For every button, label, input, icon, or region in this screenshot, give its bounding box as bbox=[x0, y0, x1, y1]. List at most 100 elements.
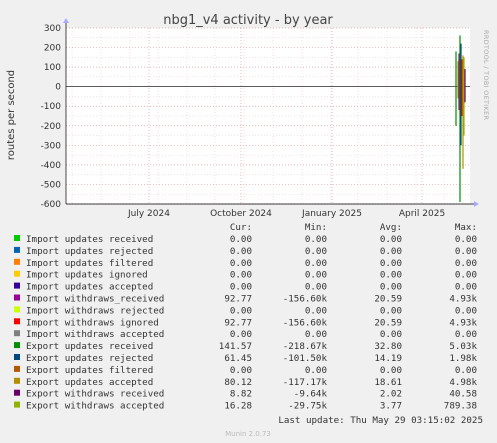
legend-value: 0.00 bbox=[305, 305, 327, 316]
legend-value: 0.00 bbox=[380, 246, 402, 257]
legend-value: 0.00 bbox=[230, 365, 252, 376]
legend-series-name: Import updates ignored bbox=[26, 270, 148, 281]
legend-swatch bbox=[14, 330, 20, 337]
legend-value: 0.00 bbox=[305, 329, 327, 340]
rrdtool-credit: RRDTOOL / TOBI OETIKER bbox=[482, 30, 490, 120]
chart-title: nbg1_v4 activity - by year bbox=[163, 13, 333, 28]
y-tick-label: 200 bbox=[44, 44, 61, 54]
legend-swatch bbox=[14, 294, 20, 301]
legend-value: 8.82 bbox=[230, 389, 252, 400]
legend-swatch bbox=[14, 282, 20, 289]
legend-series-name: Import withdraws accepted bbox=[26, 329, 164, 340]
legend-series-name: Import withdraws ignored bbox=[26, 317, 159, 328]
legend-value: 0.00 bbox=[230, 305, 252, 316]
legend-swatch bbox=[14, 270, 20, 277]
legend-value: 20.59 bbox=[374, 317, 402, 328]
x-tick-label: October 2024 bbox=[210, 209, 272, 219]
legend-column-header: Cur: bbox=[230, 222, 252, 233]
legend-column-header: Min: bbox=[305, 222, 327, 233]
legend-value: 20.59 bbox=[374, 294, 402, 305]
legend-swatch bbox=[14, 354, 20, 360]
legend-value: 2.02 bbox=[380, 389, 402, 400]
last-update: Last update: Thu May 29 03:15:02 2025 bbox=[278, 415, 483, 426]
x-tick-label: April 2025 bbox=[399, 209, 445, 219]
legend-value: 0.00 bbox=[455, 282, 477, 293]
y-tick-label: -500 bbox=[41, 180, 62, 190]
legend-swatch bbox=[14, 342, 20, 349]
y-tick-label: -200 bbox=[41, 122, 62, 132]
legend-value: 0.00 bbox=[305, 246, 327, 257]
legend-value: 14.19 bbox=[374, 353, 402, 364]
legend-value: 0.00 bbox=[230, 258, 252, 269]
legend-series-name: Import updates filtered bbox=[26, 258, 153, 269]
legend-series-name: Export updates rejected bbox=[26, 353, 153, 364]
legend-value: 0.00 bbox=[230, 234, 252, 245]
legend-series-name: Export withdraws accepted bbox=[26, 401, 164, 412]
legend-value: 32.80 bbox=[374, 341, 402, 352]
legend-value: 0.00 bbox=[380, 365, 402, 376]
legend-value: 18.61 bbox=[374, 377, 402, 388]
legend-swatch bbox=[14, 318, 20, 325]
legend-value: 80.12 bbox=[224, 377, 252, 388]
legend-value: -117.17k bbox=[283, 377, 328, 388]
legend-value: -101.50k bbox=[283, 353, 328, 364]
legend-value: 0.00 bbox=[455, 234, 477, 245]
legend-value: 0.00 bbox=[380, 305, 402, 316]
legend-swatch bbox=[14, 306, 20, 313]
legend-value: 0.00 bbox=[380, 234, 402, 245]
legend-value: 16.28 bbox=[224, 401, 252, 412]
legend-value: 0.00 bbox=[305, 365, 327, 376]
legend-value: 0.00 bbox=[380, 270, 402, 281]
legend-value: -9.64k bbox=[294, 389, 328, 400]
x-tick-label: July 2024 bbox=[127, 209, 170, 219]
legend-value: 0.00 bbox=[380, 282, 402, 293]
legend-value: -218.67k bbox=[283, 341, 328, 352]
legend-swatch bbox=[14, 365, 20, 372]
y-tick-label: -600 bbox=[41, 200, 62, 210]
y-tick-label: 100 bbox=[44, 63, 61, 73]
munin-version: Munin 2.0.73 bbox=[225, 430, 271, 438]
y-axis-label: routes per second bbox=[6, 70, 17, 160]
legend-value: 3.77 bbox=[380, 401, 402, 412]
legend-value: 0.00 bbox=[455, 305, 477, 316]
legend-value: 0.00 bbox=[380, 258, 402, 269]
legend-value: -156.60k bbox=[283, 317, 328, 328]
legend-swatch bbox=[14, 235, 20, 241]
legend-value: 0.00 bbox=[305, 270, 327, 281]
legend-column-header: Avg: bbox=[380, 222, 402, 233]
legend-value: 0.00 bbox=[380, 329, 402, 340]
legend-value: -29.75k bbox=[288, 401, 327, 412]
legend-value: 0.00 bbox=[230, 246, 252, 257]
legend-value: 4.93k bbox=[449, 317, 477, 328]
legend-series-name: Import updates received bbox=[26, 234, 153, 245]
legend-value: 0.00 bbox=[230, 329, 252, 340]
legend-series-name: Import updates accepted bbox=[26, 282, 153, 293]
legend-value: 0.00 bbox=[305, 258, 327, 269]
legend-series-name: Export updates filtered bbox=[26, 365, 153, 376]
y-tick-label: 300 bbox=[44, 24, 61, 34]
legend-value: 0.00 bbox=[455, 270, 477, 281]
legend-column-header: Max: bbox=[455, 222, 477, 233]
legend-value: 0.00 bbox=[305, 282, 327, 293]
legend-series-name: Import withdraws rejected bbox=[26, 305, 164, 316]
legend-value: 0.00 bbox=[230, 270, 252, 281]
x-axis-arrow bbox=[474, 201, 479, 207]
legend-value: 0.00 bbox=[455, 246, 477, 257]
legend-value: 4.93k bbox=[449, 294, 477, 305]
legend-value: -156.60k bbox=[283, 294, 328, 305]
legend-swatch bbox=[14, 389, 20, 396]
legend-series-name: Import withdraws_received bbox=[26, 294, 164, 305]
legend-series-name: Export withdraws received bbox=[26, 389, 164, 400]
legend-swatch bbox=[14, 258, 20, 265]
legend-value: 92.77 bbox=[224, 294, 252, 305]
legend-series-name: Export updates accepted bbox=[26, 377, 153, 388]
y-tick-label: 0 bbox=[55, 83, 61, 93]
legend-swatch bbox=[14, 401, 20, 408]
legend-value: 141.57 bbox=[219, 341, 252, 352]
y-tick-label: -400 bbox=[41, 161, 62, 171]
legend: Cur: Min: Avg: Max: Import updates received 0… bbox=[14, 222, 477, 412]
legend-value: 0.00 bbox=[455, 329, 477, 340]
legend-value: 40.58 bbox=[449, 389, 477, 400]
legend-swatch bbox=[14, 377, 20, 384]
